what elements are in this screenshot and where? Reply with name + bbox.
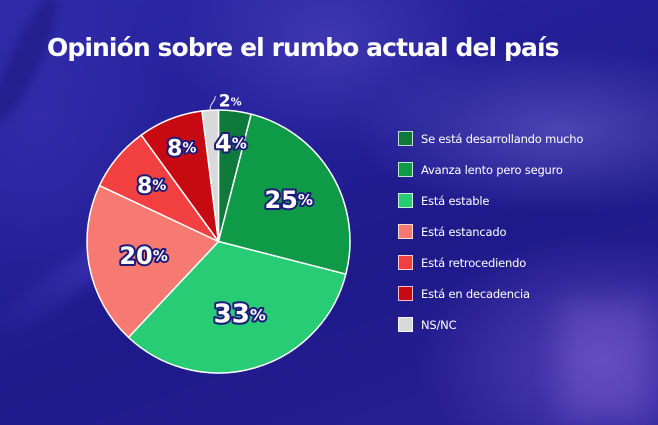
legend-label: Está estable (421, 193, 490, 208)
legend-label: Está retrocediendo (421, 255, 527, 270)
chart-title: Opinión sobre el rumbo actual del país (47, 33, 560, 62)
legend-item: NS/NC (398, 317, 583, 332)
legend-swatch (398, 317, 413, 332)
legend: Se está desarrollando mucho Avanza lento … (398, 131, 583, 348)
legend-swatch (398, 193, 413, 208)
pie-callouts (209, 96, 216, 111)
slice-value-label: 25% (264, 186, 312, 214)
legend-item: Está estable (398, 193, 583, 208)
slice-value-label: 8% (137, 174, 166, 199)
pie-labels: 4% 25% 33% 20% 8%8% 2% (117, 91, 315, 331)
legend-label: NS/NC (421, 317, 457, 332)
legend-swatch (398, 286, 413, 301)
slice-value-label: 4% (215, 130, 247, 158)
legend-item: Está estancado (398, 224, 583, 239)
legend-label: Está en decadencia (421, 286, 530, 301)
pie-slice (201, 109, 220, 243)
legend-swatch (398, 224, 413, 239)
slice-value-label: 33% (214, 300, 266, 330)
pie-slice (86, 184, 220, 339)
legend-swatch (398, 255, 413, 270)
pie-slice (217, 113, 351, 275)
pie-slices (86, 109, 351, 374)
slice-value-label: 8% (167, 136, 196, 161)
slice-value-label: 20% (119, 242, 167, 270)
callout-line (209, 96, 216, 111)
legend-item: Avanza lento pero seguro (398, 162, 583, 177)
legend-swatch (398, 131, 413, 146)
slice-value-label: 2% (219, 91, 242, 111)
pie-slice (127, 240, 347, 374)
legend-item: Está retrocediendo (398, 255, 583, 270)
background-decoration (560, 300, 650, 420)
legend-swatch (398, 162, 413, 177)
legend-label: Se está desarrollando mucho (421, 131, 584, 146)
legend-label: Está estancado (421, 224, 507, 239)
legend-label: Avanza lento pero seguro (421, 162, 563, 177)
legend-item: Se está desarrollando mucho (398, 131, 583, 146)
legend-item: Está en decadencia (398, 286, 583, 301)
